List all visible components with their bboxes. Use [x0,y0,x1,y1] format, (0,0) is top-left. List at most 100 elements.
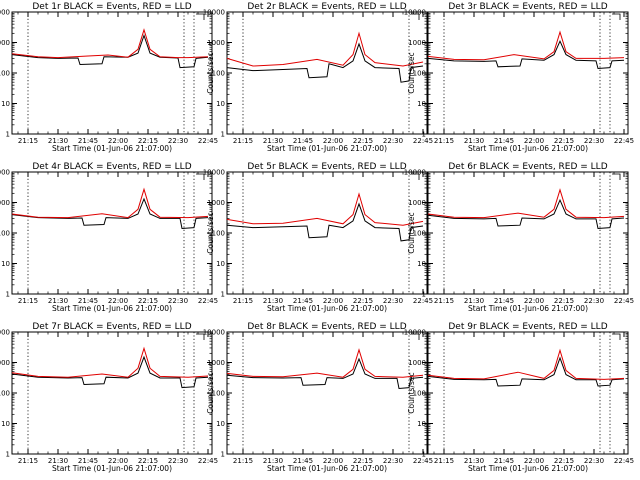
y-tick-label: 10 [1,260,10,268]
x-tick-label: 21:15 [434,297,454,305]
x-axis-label: Start Time (01-Jun-06 21:07:00) [267,464,387,473]
x-tick-label: 21:15 [233,457,253,465]
series-line-lld [226,31,424,67]
series-line-lld [427,30,625,61]
x-axis-label: Start Time (01-Jun-06 21:07:00) [468,144,588,153]
series-line-events [427,198,625,230]
x-tick-label: 22:30 [168,457,188,465]
x-tick-label: 21:15 [18,457,38,465]
x-axis-label: Start Time (01-Jun-06 21:07:00) [468,464,588,473]
x-tick-label: 22:45 [198,137,218,145]
panel-title: Det 5r BLACK = Events, RED = LLD [247,162,406,172]
detector-panel: Det 1r BLACK = Events, RED = LLD 1 10 100 10… [0,2,218,153]
y-axis-label: Counts/sec [407,372,416,413]
detector-panel: Det 6r BLACK = Events, RED = LLD 1 10 100 10… [404,162,634,313]
x-tick-label: 21:30 [263,457,283,465]
y-tick-label: 10000 [0,329,10,337]
series-line-events [11,355,209,389]
corner-bracket-mark [196,173,205,180]
corner-bracket-mark [196,333,205,340]
plot-frame [226,171,428,295]
x-tick-label: 21:30 [48,137,68,145]
y-tick-label: 1 [6,291,10,299]
y-tick-label: 1000 [408,39,426,47]
x-tick-label: 22:00 [524,457,544,465]
x-tick-label: 22:45 [614,137,634,145]
x-tick-label: 21:45 [293,457,313,465]
detector-panel: Det 8r BLACK = Events, RED = LLD 1 10 100 10… [203,322,433,473]
x-tick-label: 21:45 [494,137,514,145]
panel-title: Det 8r BLACK = Events, RED = LLD [247,322,406,332]
y-tick-label: 1000 [408,359,426,367]
x-tick-label: 21:45 [78,137,98,145]
corner-bracket-mark [612,13,621,20]
y-axis-label: Counts/sec [206,52,215,93]
x-tick-label: 22:00 [524,297,544,305]
y-axis-label: Counts/sec [206,372,215,413]
x-tick-label: 22:15 [554,137,574,145]
x-tick-label: 22:30 [168,137,188,145]
series-line-events [427,39,625,70]
y-tick-label: 1 [6,131,10,139]
x-tick-label: 21:45 [293,137,313,145]
y-tick-label: 100 [413,70,426,78]
x-tick-label: 22:00 [323,457,343,465]
x-tick-label: 21:45 [494,297,514,305]
corner-bracket-mark [411,173,420,180]
y-tick-label: 10 [417,100,426,108]
series-line-lld [226,348,424,378]
y-tick-label: 10 [216,260,225,268]
y-tick-label: 10 [216,420,225,428]
y-tick-label: 1000 [0,39,10,47]
y-tick-label: 1 [221,291,225,299]
series-line-lld [427,188,625,219]
y-tick-label: 1000 [408,199,426,207]
plot-frame [11,331,213,455]
detector-panel: Det 2r BLACK = Events, RED = LLD 1 10 100 10… [203,2,433,153]
x-tick-label: 22:30 [584,137,604,145]
y-tick-label: 1 [422,291,426,299]
y-axis-label: Counts/sec [206,212,215,253]
y-tick-label: 1 [221,451,225,459]
x-tick-label: 22:15 [138,457,158,465]
x-tick-label: 22:00 [108,457,128,465]
x-tick-label: 22:00 [323,137,343,145]
y-tick-label: 100 [0,230,10,238]
detector-panel: Det 5r BLACK = Events, RED = LLD 1 10 100 10… [203,162,433,313]
x-tick-label: 22:30 [383,457,403,465]
x-tick-label: 21:15 [18,137,38,145]
y-tick-label: 1 [422,451,426,459]
x-tick-label: 22:30 [383,297,403,305]
series-line-events [427,356,625,387]
series-line-events [226,42,424,83]
y-tick-label: 1000 [207,359,225,367]
x-axis-label: Start Time (01-Jun-06 21:07:00) [267,304,387,313]
series-line-lld [427,348,625,380]
y-tick-label: 10000 [203,169,225,177]
x-tick-label: 21:30 [263,137,283,145]
plot-frame [427,11,629,135]
y-tick-label: 1 [221,131,225,139]
x-axis-label: Start Time (01-Jun-06 21:07:00) [52,464,172,473]
x-tick-label: 21:45 [494,457,514,465]
x-tick-label: 22:45 [198,457,218,465]
series-line-events [11,197,209,230]
x-tick-label: 21:30 [464,297,484,305]
x-tick-label: 22:00 [108,297,128,305]
y-tick-label: 1 [422,131,426,139]
x-tick-label: 22:15 [138,137,158,145]
x-tick-label: 22:00 [108,137,128,145]
plot-frame [226,11,428,135]
x-tick-label: 22:45 [413,137,433,145]
x-tick-label: 22:15 [138,297,158,305]
y-tick-label: 100 [413,390,426,398]
y-tick-label: 1000 [207,39,225,47]
x-tick-label: 21:15 [18,297,38,305]
panel-title: Det 2r BLACK = Events, RED = LLD [247,2,406,12]
x-tick-label: 22:30 [584,457,604,465]
plot-frame [427,331,629,455]
x-tick-label: 22:00 [524,137,544,145]
plot-frame [427,171,629,295]
detector-panel: Det 9r BLACK = Events, RED = LLD 1 10 100 10… [404,322,634,473]
